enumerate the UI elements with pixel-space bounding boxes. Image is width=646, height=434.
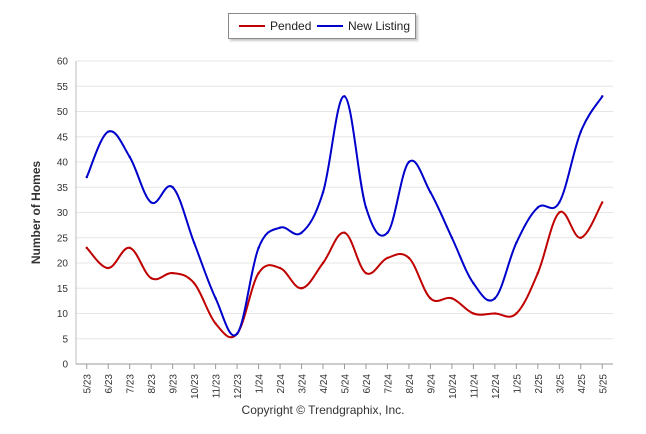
data-point-new-listing	[171, 186, 174, 189]
x-tick-label: 9/24	[426, 374, 437, 394]
data-point-pended	[579, 236, 582, 239]
data-point-new-listing	[364, 206, 368, 209]
data-point-new-listing	[128, 155, 131, 159]
data-point-pended	[321, 261, 325, 265]
data-point-new-listing	[278, 226, 282, 229]
data-point-pended	[407, 256, 411, 260]
data-point-new-listing	[579, 130, 582, 133]
data-point-pended	[558, 211, 561, 214]
data-point-pended	[149, 276, 153, 280]
data-point-new-listing	[601, 95, 604, 98]
legend-swatch-pended	[239, 25, 265, 27]
x-tick-label: 4/24	[319, 374, 330, 394]
y-tick-label: 20	[57, 259, 69, 270]
data-point-new-listing	[536, 206, 540, 209]
data-point-new-listing	[407, 160, 411, 164]
y-tick-label: 40	[57, 158, 69, 169]
data-point-new-listing	[192, 241, 196, 244]
data-point-new-listing	[558, 201, 561, 204]
y-tick-label: 60	[57, 57, 69, 68]
data-point-pended	[364, 271, 368, 275]
chart-legend: Pended New Listing	[228, 13, 416, 39]
data-point-pended	[128, 246, 131, 250]
data-point-new-listing	[300, 231, 303, 234]
x-tick-label: 1/25	[512, 374, 523, 394]
data-point-pended	[257, 271, 260, 275]
x-tick-label: 6/23	[104, 374, 115, 394]
x-tick-label: 5/23	[83, 374, 94, 394]
copyright-text: Copyright © Trendgraphix, Inc.	[241, 403, 405, 417]
data-point-new-listing	[85, 175, 88, 179]
y-axis-title: Number of Homes	[29, 161, 43, 265]
legend-item-new-listing: New Listing	[317, 19, 410, 33]
data-point-pended	[107, 266, 110, 270]
data-point-new-listing	[214, 297, 217, 300]
data-point-pended	[214, 322, 217, 325]
x-tick-label: 8/23	[147, 374, 158, 394]
x-tick-label: 2/24	[276, 374, 287, 394]
data-point-new-listing	[149, 201, 153, 204]
data-point-pended	[278, 266, 282, 270]
x-tick-label: 6/24	[362, 374, 373, 394]
x-tick-label: 3/24	[298, 374, 309, 394]
data-point-new-listing	[429, 191, 432, 194]
data-point-pended	[429, 297, 432, 300]
x-tick-label: 7/23	[126, 374, 137, 394]
data-point-pended	[493, 312, 497, 315]
data-point-pended	[343, 231, 346, 234]
data-point-new-listing	[386, 231, 389, 234]
y-tick-label: 25	[57, 233, 69, 244]
y-tick-label: 50	[57, 107, 69, 118]
x-tick-label: 11/24	[469, 374, 480, 399]
data-point-new-listing	[321, 191, 325, 194]
legend-label-new-listing: New Listing	[348, 19, 411, 33]
x-tick-label: 10/24	[448, 374, 459, 399]
data-point-pended	[85, 246, 88, 250]
data-point-new-listing	[493, 297, 497, 300]
data-point-pended	[171, 271, 174, 275]
legend-item-pended: Pended	[239, 19, 311, 33]
y-tick-label: 30	[57, 208, 69, 219]
data-point-new-listing	[450, 236, 454, 239]
x-tick-label: 12/24	[491, 374, 502, 399]
y-tick-label: 35	[57, 183, 69, 194]
data-point-pended	[450, 297, 454, 300]
legend-swatch-new-listing	[317, 25, 343, 27]
series-line-pended	[86, 201, 604, 339]
data-point-pended	[601, 201, 604, 204]
x-tick-label: 4/25	[577, 374, 588, 394]
data-point-pended	[472, 312, 475, 315]
data-point-pended	[386, 256, 389, 260]
x-tick-label: 7/24	[383, 374, 394, 394]
x-tick-label: 8/24	[405, 374, 416, 394]
data-point-new-listing	[472, 282, 475, 285]
y-tick-label: 5	[62, 334, 68, 345]
y-tick-label: 45	[57, 132, 69, 143]
x-tick-label: 5/25	[598, 374, 609, 394]
x-tick-label: 9/23	[169, 374, 180, 394]
y-tick-label: 10	[57, 309, 69, 320]
legend-label-pended: Pended	[270, 19, 312, 33]
data-point-pended	[192, 282, 196, 285]
data-point-pended	[300, 287, 303, 290]
y-tick-label: 0	[62, 360, 68, 371]
x-tick-label: 2/25	[534, 374, 545, 394]
data-point-new-listing	[515, 241, 518, 244]
x-tick-label: 10/23	[190, 374, 201, 399]
x-tick-label: 11/23	[212, 374, 223, 399]
x-tick-label: 1/24	[255, 374, 266, 394]
data-point-new-listing	[257, 246, 260, 250]
x-tick-label: 3/25	[555, 374, 566, 394]
y-tick-label: 55	[57, 82, 69, 93]
data-point-new-listing	[343, 95, 346, 98]
x-tick-label: 12/23	[233, 374, 244, 399]
data-point-pended	[515, 312, 518, 315]
y-tick-label: 15	[57, 284, 69, 295]
x-tick-label: 5/24	[341, 374, 352, 394]
data-point-pended	[536, 271, 540, 275]
data-point-new-listing	[107, 130, 110, 133]
data-point-new-listing	[235, 332, 239, 335]
